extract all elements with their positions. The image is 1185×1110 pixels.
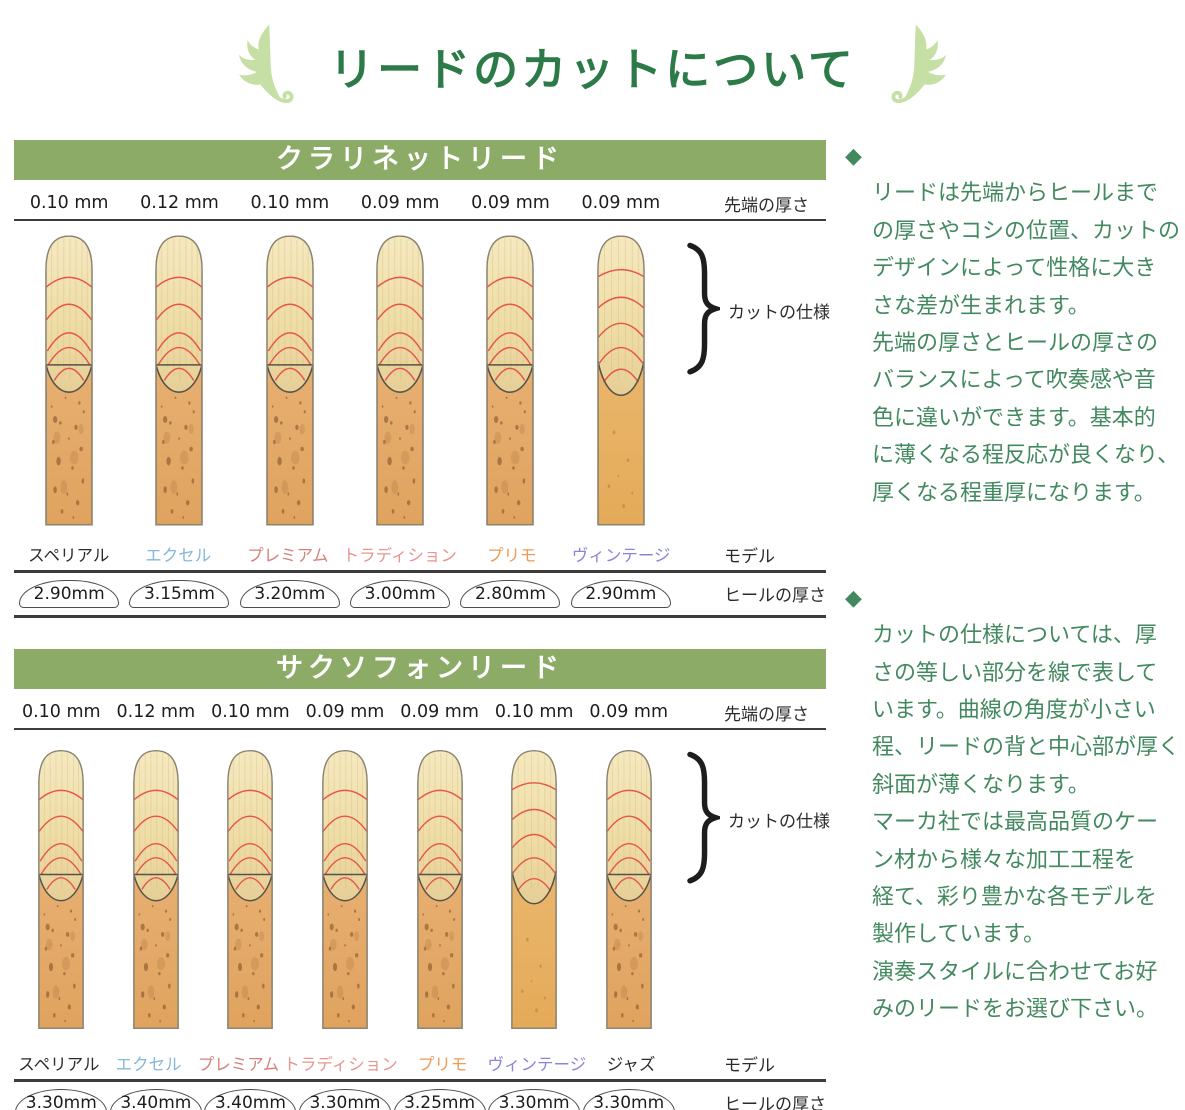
model-name: トラディション: [342, 546, 457, 565]
reed-illustration: [38, 750, 85, 1029]
heel-value: 3.40mm: [204, 1088, 297, 1110]
tip-value: 0.09 mm: [581, 193, 661, 213]
saxophone-model-row: スペリアル エクセル プレミアム トラディション プリモ ヴィンテージ ジャズ …: [14, 1050, 826, 1076]
divider: [14, 570, 826, 573]
divider: [14, 614, 826, 618]
reed-illustration: [155, 235, 204, 526]
model-row-label: モデル: [723, 1055, 775, 1076]
heel-value: 2.90mm: [19, 579, 120, 608]
saxophone-heel-row: 3.30mm 3.40mm 3.40mm 3.30mm 3.25mm 3.30m…: [14, 1087, 826, 1110]
clarinet-heel-row: 2.90mm 3.15mm 3.20mm 3.00mm 2.80mm 2.90m…: [14, 578, 826, 610]
heel-value: 2.80mm: [460, 579, 561, 608]
model-name: プリモ: [486, 546, 537, 565]
reed-illustration: [266, 235, 314, 526]
heel-row-label: ヒールの厚さ: [723, 1095, 826, 1110]
clarinet-reeds-row: カットの仕様: [14, 233, 830, 531]
paragraph-cut-spec: ◆ カットの仕様については、厚 さの等しい部分を線で表して います。曲線の角度が小…: [845, 580, 1183, 1029]
heel-value: 3.40mm: [109, 1088, 202, 1110]
heel-value: 3.20mm: [239, 579, 340, 608]
model-name: プレミアム: [247, 546, 329, 565]
paragraph-thickness: ◆ リードは先端からヒールまで の厚さやコシの位置、カットの デザインによって性格…: [845, 138, 1183, 512]
model-row-label: モデル: [723, 546, 775, 567]
saxophone-reeds-row: カットの仕様: [14, 742, 830, 1040]
saxophone-section: サクソフォンリード 0.10 mm 0.12 mm 0.10 mm 0.09 m…: [14, 649, 830, 1110]
heel-value: 3.30mm: [582, 1088, 675, 1110]
heel-row-label: ヒールの厚さ: [724, 586, 826, 606]
paragraph-cut-spec-text: カットの仕様については、厚 さの等しい部分を線で表して います。曲線の角度が小さ…: [872, 623, 1181, 1023]
cut-spec-label: カットの仕様: [728, 302, 830, 323]
paragraph-thickness-text: リードは先端からヒールまで の厚さやコシの位置、カットの デザインによって性格に…: [872, 181, 1181, 506]
page-header: リードのカットについて: [0, 10, 1185, 120]
reed-illustration: [133, 750, 179, 1029]
model-name: ジャズ: [606, 1055, 656, 1074]
model-name: プレミアム: [197, 1055, 280, 1074]
heel-value: 3.00mm: [350, 579, 451, 608]
tip-value: 0.09 mm: [305, 702, 385, 722]
tip-value: 0.09 mm: [589, 702, 669, 722]
brace-icon: [680, 237, 720, 383]
tip-value: 0.12 mm: [140, 193, 219, 213]
model-name: エクセル: [115, 1055, 182, 1074]
divider: [14, 1079, 826, 1082]
model-name: スペリアル: [18, 1055, 100, 1074]
tip-row-label: 先端の厚さ: [724, 195, 809, 216]
tip-value: 0.10 mm: [494, 702, 574, 722]
heel-value: 2.90mm: [570, 579, 671, 608]
tip-value: 0.10 mm: [21, 702, 101, 722]
description-column: ◆ リードは先端からヒールまで の厚さやコシの位置、カットの デザインによって性格…: [845, 138, 1183, 1029]
reed-illustration: [486, 235, 535, 526]
tip-value: 0.10 mm: [211, 702, 290, 722]
tip-value: 0.09 mm: [471, 193, 550, 213]
tip-value: 0.12 mm: [116, 702, 196, 722]
reed-illustration: [45, 235, 93, 526]
model-name: トラディション: [283, 1055, 398, 1074]
reed-illustration: [511, 750, 557, 1029]
model-name: ヴィンテージ: [571, 546, 671, 565]
reed-illustration: [322, 750, 368, 1029]
reed-illustration: [605, 750, 652, 1029]
tip-value: 0.10 mm: [29, 193, 109, 213]
heel-value: 3.30mm: [488, 1088, 581, 1110]
tip-row-label: 先端の厚さ: [723, 704, 809, 725]
heel-value: 3.25mm: [393, 1088, 486, 1110]
heel-value: 3.30mm: [298, 1088, 391, 1110]
model-name: プリモ: [417, 1055, 468, 1074]
saxophone-section-header: サクソフォンリード: [14, 649, 826, 689]
reed-illustration: [376, 235, 424, 526]
reed-illustration: [416, 750, 463, 1029]
heel-value: 3.30mm: [15, 1088, 108, 1110]
diamond-bullet: ◆: [845, 144, 862, 169]
tip-value: 0.09 mm: [360, 193, 440, 213]
diamond-bullet: ◆: [845, 585, 862, 611]
cut-spec-label: カットの仕様: [727, 811, 830, 832]
reed-illustration: [227, 750, 274, 1029]
reed-illustration: [597, 235, 645, 526]
saxophone-tip-row: 0.10 mm 0.12 mm 0.10 mm 0.09 mm 0.09 mm …: [14, 699, 826, 725]
tip-value: 0.09 mm: [400, 702, 479, 722]
page-title: リードのカットについて: [329, 42, 856, 96]
clarinet-model-row: スペリアル エクセル プレミアム トラディション プリモ ヴィンテージ モデル: [14, 541, 826, 567]
brace-icon: [680, 746, 720, 892]
clarinet-section: クラリネットリード 0.10 mm 0.12 mm 0.10 mm 0.09 m…: [14, 140, 830, 618]
model-name: ヴィンテージ: [487, 1055, 587, 1074]
model-name: エクセル: [145, 546, 212, 565]
leaf-icon-left: [237, 22, 294, 104]
model-name: スペリアル: [28, 546, 110, 565]
leaf-icon-right: [891, 22, 948, 104]
tip-value: 0.10 mm: [250, 193, 330, 213]
reed-tables: クラリネットリード 0.10 mm 0.12 mm 0.10 mm 0.09 m…: [14, 140, 830, 1110]
clarinet-section-header: クラリネットリード: [14, 140, 826, 180]
clarinet-tip-row: 0.10 mm 0.12 mm 0.10 mm 0.09 mm 0.09 mm …: [14, 190, 826, 216]
heel-value: 3.15mm: [129, 579, 230, 608]
divider: [14, 728, 826, 730]
divider: [14, 219, 826, 221]
